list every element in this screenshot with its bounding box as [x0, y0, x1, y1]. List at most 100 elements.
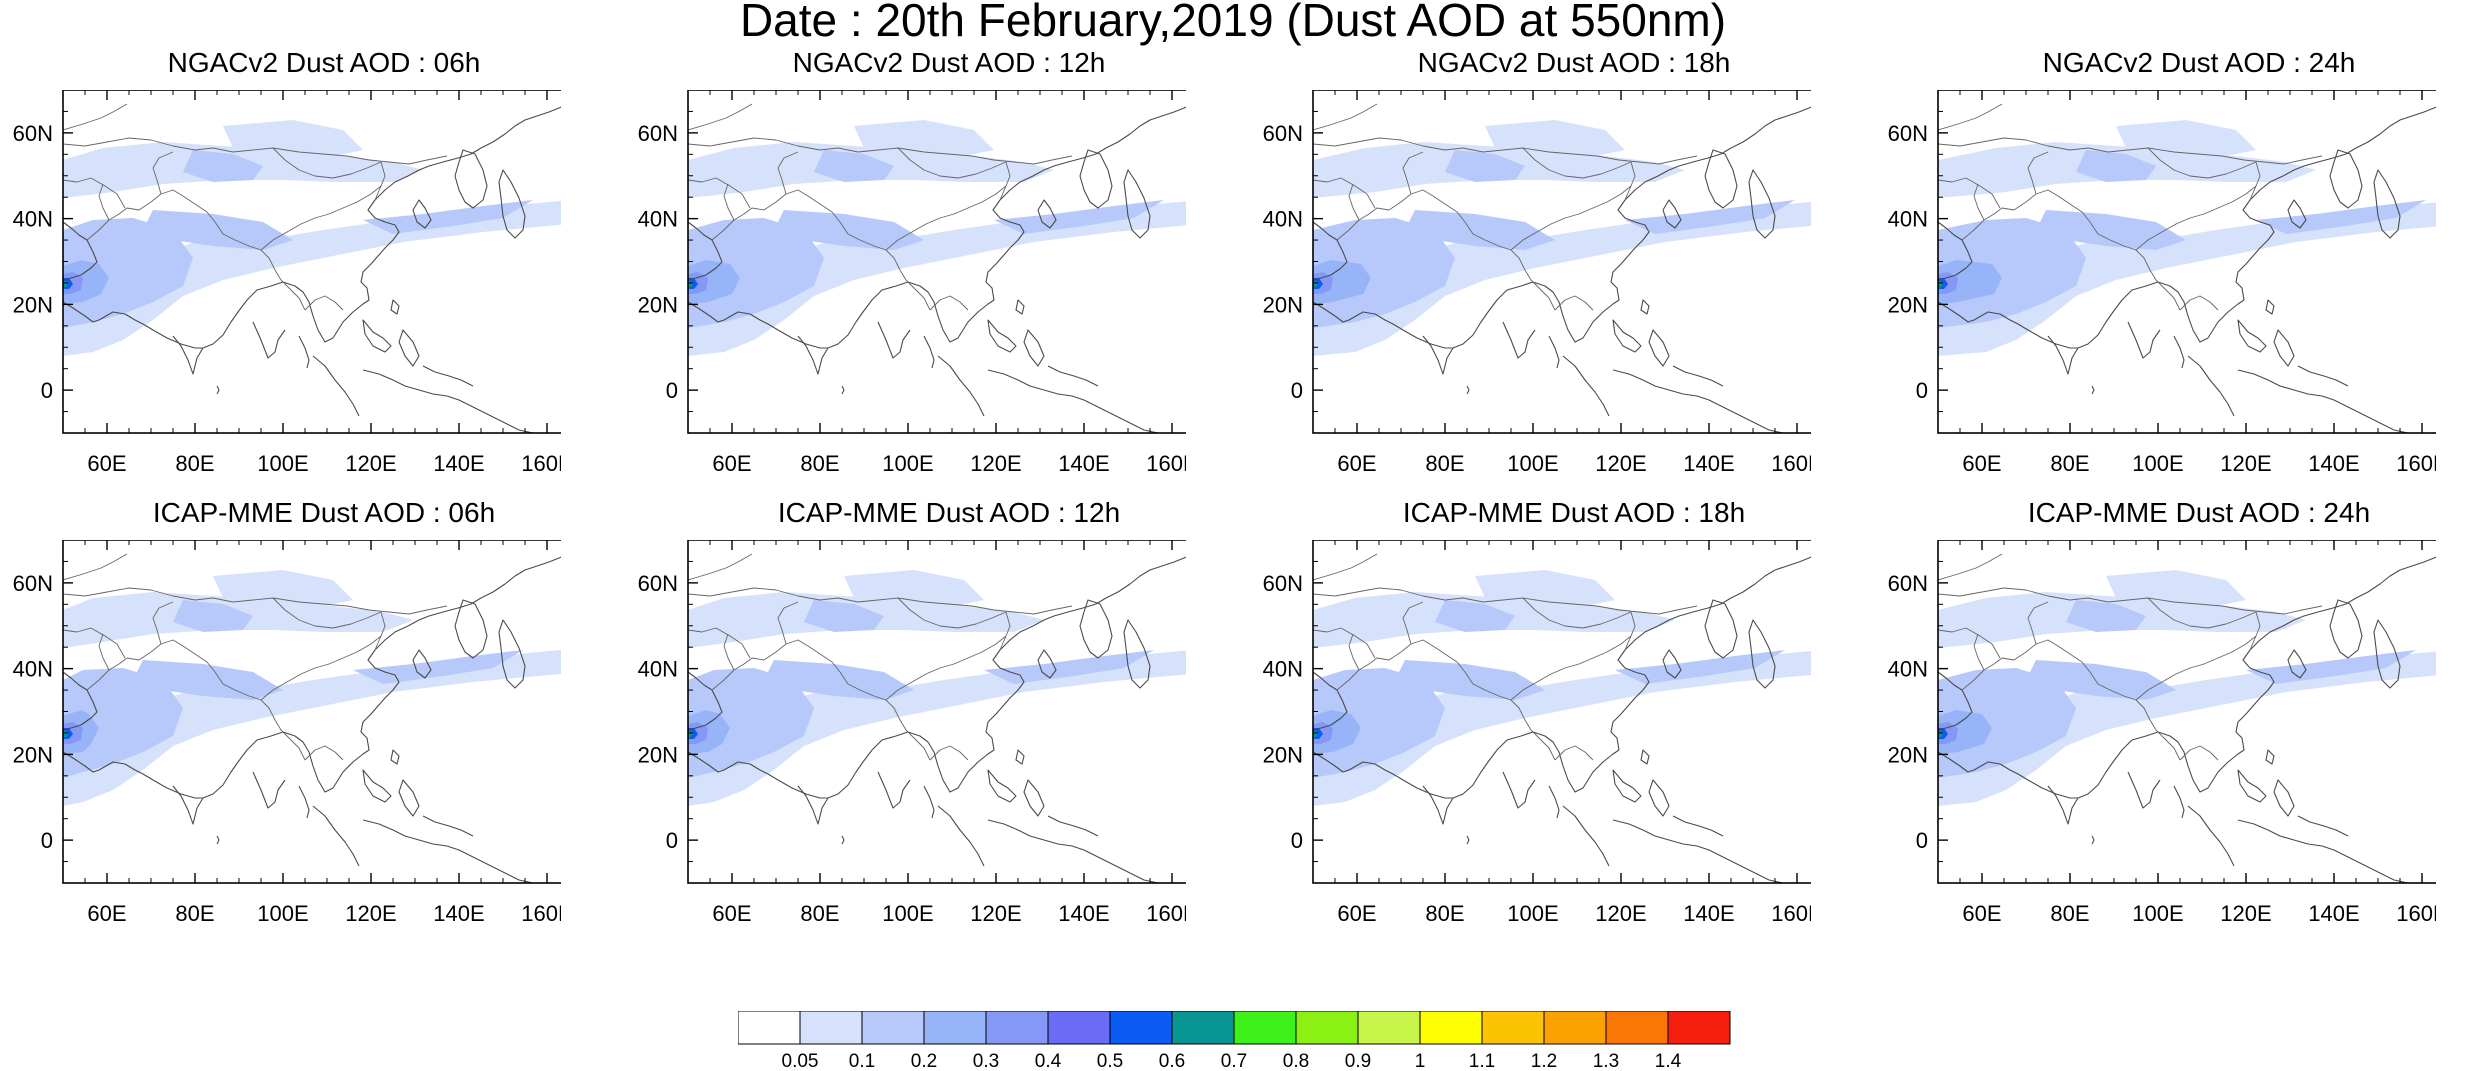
lon-tick-label: 120E — [2220, 451, 2271, 476]
dust-region — [804, 600, 884, 632]
dust-region — [143, 210, 293, 250]
dust-region — [1313, 668, 1445, 778]
lon-tick-label: 60E — [87, 451, 126, 476]
dust-region — [1313, 710, 1361, 754]
dust-region — [1435, 600, 1515, 632]
lat-tick-label: 60N — [638, 571, 678, 596]
lat-tick-label: 40N — [13, 657, 53, 682]
lat-tick-label: 0 — [666, 828, 678, 853]
dust-region — [1313, 218, 1455, 328]
colorbar-swatch — [738, 1011, 801, 1045]
dust-region — [2256, 200, 2426, 234]
lon-tick-label: 120E — [2220, 901, 2271, 926]
colorbar-swatch — [1357, 1011, 1421, 1045]
lon-tick-label: 100E — [2132, 451, 2183, 476]
panel-title: ICAP-MME Dust AOD : 12h — [777, 497, 1121, 528]
dust-aod-shading — [1938, 93, 2436, 433]
lon-tick-label: 80E — [1425, 451, 1464, 476]
lon-tick-label: 140E — [433, 901, 484, 926]
lon-tick-label: 160E — [1771, 451, 1811, 476]
lat-tick-label: 0 — [1916, 828, 1928, 853]
lon-tick-label: 140E — [2308, 451, 2359, 476]
dust-region — [223, 120, 363, 158]
lat-tick-label: 60N — [638, 121, 678, 146]
lon-tick-label: 120E — [1595, 451, 1646, 476]
map-panel-ngacv2-06h: NGACv2 Dust AOD : 06h 60E 80E 100E 120E 140E 1… — [13, 46, 589, 476]
map-panel-icap-mme-12h: ICAP-MME Dust AOD : 12h 60E 80E 100E 120E 140… — [638, 496, 1214, 926]
lon-tick-label: 100E — [257, 901, 308, 926]
colorbar-label: 1 — [1415, 1051, 1426, 1069]
dust-region — [1615, 650, 1785, 684]
aod-map: 60E 80E 100E 120E 140E 160E 60N 40N 20N 0 — [1888, 90, 2436, 476]
panel-title: NGACv2 Dust AOD : 06h — [167, 47, 481, 78]
colorbar-label: 0.9 — [1345, 1051, 1371, 1069]
colorbar-swatch — [1233, 1011, 1297, 1045]
lat-tick-label: 40N — [13, 207, 53, 232]
aod-colorbar: 0.05 0.1 0.2 0.3 0.4 0.5 0.6 0.7 0.8 0.9 1 1.1 1.2 1.… — [738, 1011, 1731, 1069]
lat-tick-label: 40N — [1888, 207, 1928, 232]
dust-region — [363, 200, 533, 234]
colorbar-swatch — [1667, 1011, 1731, 1045]
map-panel-ngacv2-12h: NGACv2 Dust AOD : 12h 60E 80E 100E 120E 140E 1… — [638, 46, 1214, 476]
lat-tick-label: 60N — [1888, 121, 1928, 146]
dust-region — [688, 218, 824, 328]
map-panel-icap-mme-06h: ICAP-MME Dust AOD : 06h 60E 80E 100E 120E 140… — [13, 496, 589, 926]
lon-tick-label: 100E — [882, 901, 933, 926]
dust-aod-shading — [1313, 543, 1811, 883]
aod-map: 60E 80E 100E 120E 140E 160E 60N 40N 20N 0 — [1888, 540, 2436, 926]
lat-tick-label: 60N — [13, 121, 53, 146]
lon-tick-label: 160E — [521, 901, 561, 926]
lon-tick-label: 100E — [2132, 901, 2183, 926]
colorbar-swatch — [1605, 1011, 1669, 1045]
lon-tick-label: 160E — [521, 451, 561, 476]
colorbar-label: 0.3 — [973, 1051, 999, 1069]
lat-tick-label: 40N — [638, 207, 678, 232]
colorbar-label: 0.4 — [1035, 1051, 1062, 1069]
map-panel-ngacv2-18h: NGACv2 Dust AOD : 18h 60E 80E 100E 120E 140E 1… — [1263, 46, 1839, 476]
lat-tick-label: 40N — [638, 657, 678, 682]
aod-map: 60E 80E 100E 120E 140E 160E 60N 40N 20N 0 — [638, 90, 1186, 476]
dust-region — [63, 260, 109, 304]
dust-aod-shading — [688, 93, 1186, 433]
colorbar-swatch — [1047, 1011, 1111, 1045]
aod-map: 60E 80E 100E 120E 140E 160E 60N 40N 20N 0 — [1263, 90, 1811, 476]
lon-tick-label: 60E — [1337, 451, 1376, 476]
lon-tick-label: 80E — [1425, 901, 1464, 926]
lon-tick-label: 160E — [1771, 901, 1811, 926]
dust-region — [1938, 668, 2076, 778]
dust-region — [688, 668, 814, 778]
lon-tick-label: 160E — [1146, 901, 1186, 926]
dust-aod-shading — [63, 543, 561, 883]
colorbar-label: 0.1 — [849, 1051, 875, 1069]
dust-region — [63, 218, 193, 328]
lat-tick-label: 20N — [1888, 292, 1928, 317]
lon-tick-label: 120E — [1595, 901, 1646, 926]
dust-region — [2026, 660, 2176, 700]
lat-tick-label: 20N — [1263, 742, 1303, 767]
map-panel-icap-mme-24h: ICAP-MME Dust AOD : 24h 60E 80E 100E 120E 140… — [1888, 496, 2464, 926]
aod-map: 60E 80E 100E 120E 140E 160E 60N 40N 20N 0 — [13, 540, 561, 926]
colorbar-swatch — [1295, 1011, 1359, 1045]
aod-map: 60E 80E 100E 120E 140E 160E 60N 40N 20N 0 — [1263, 540, 1811, 926]
lon-tick-label: 140E — [1683, 901, 1734, 926]
colorbar-label: 1.4 — [1655, 1051, 1682, 1069]
lat-tick-label: 40N — [1263, 207, 1303, 232]
lon-tick-label: 120E — [970, 451, 1021, 476]
panel-title: NGACv2 Dust AOD : 18h — [1417, 47, 1731, 78]
lon-tick-label: 140E — [1058, 901, 1109, 926]
colorbar-label: 0.8 — [1283, 1051, 1309, 1069]
lat-tick-label: 20N — [638, 742, 678, 767]
panel-title: NGACv2 Dust AOD : 24h — [2042, 47, 2356, 78]
lat-tick-label: 0 — [1291, 828, 1303, 853]
lon-tick-label: 160E — [1146, 451, 1186, 476]
colorbar-swatch — [1419, 1011, 1483, 1045]
lat-tick-label: 40N — [1263, 657, 1303, 682]
dust-region — [844, 570, 984, 608]
lat-tick-label: 20N — [13, 292, 53, 317]
lon-tick-label: 140E — [433, 451, 484, 476]
lon-tick-label: 120E — [345, 451, 396, 476]
panel-title: NGACv2 Dust AOD : 12h — [792, 47, 1106, 78]
lon-tick-label: 160E — [2396, 451, 2436, 476]
dust-aod-shading — [688, 543, 1186, 883]
dust-region — [1938, 260, 2002, 304]
